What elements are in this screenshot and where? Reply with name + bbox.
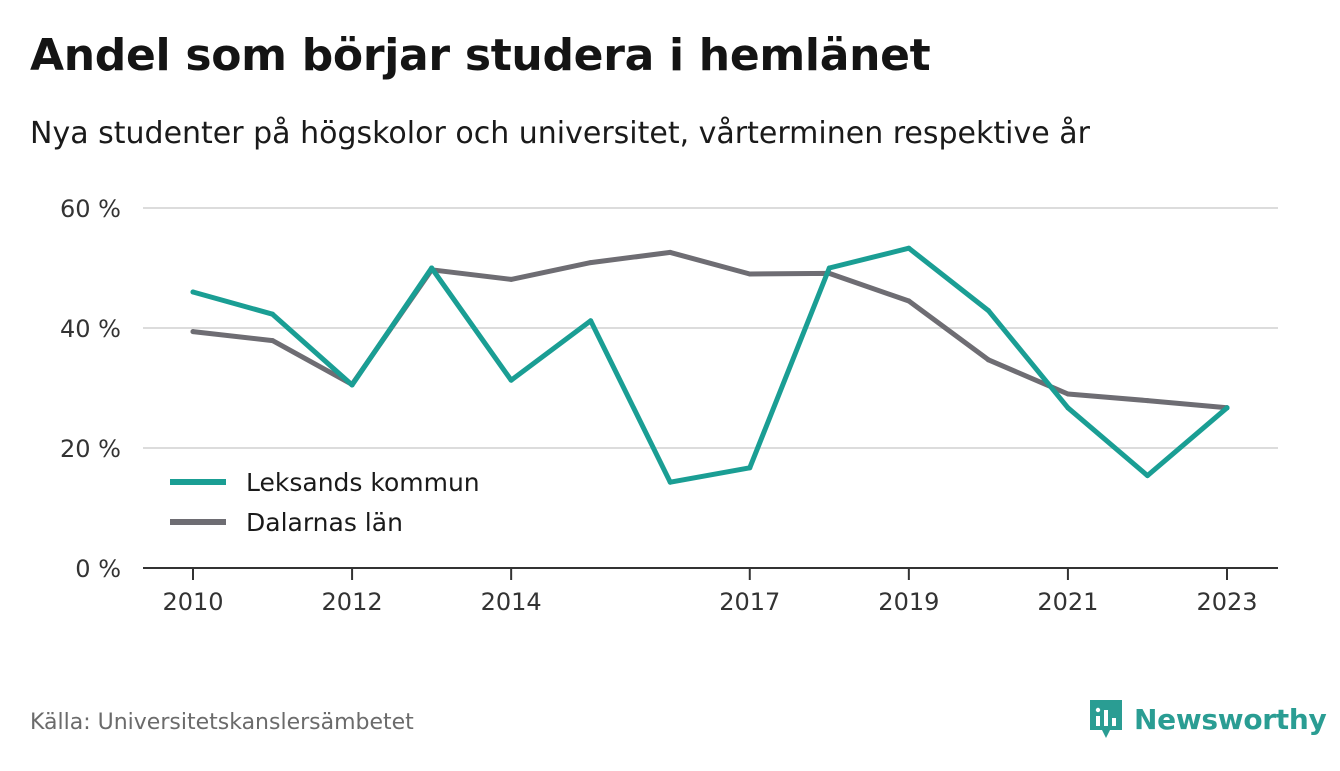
series-line [190, 245, 1230, 485]
data-point [588, 318, 594, 324]
data-point [270, 311, 276, 317]
data-point [1065, 391, 1071, 397]
data-point [747, 271, 753, 277]
x-tick-label: 2012 [322, 588, 383, 616]
y-tick-label: 20 % [60, 435, 121, 463]
legend: Leksands kommun Dalarnas län [170, 468, 480, 537]
brand-name: Newsworthy [1134, 702, 1327, 736]
data-point [747, 465, 753, 471]
x-tick-label: 2019 [878, 588, 939, 616]
data-point [508, 276, 514, 282]
line-chart: 0 % 20 % 40 % 60 % 2010 2012 2014 2017 2019 2021… [60, 195, 1278, 616]
y-tick-label: 40 % [60, 315, 121, 343]
legend-label: Leksands kommun [246, 468, 480, 497]
data-point [906, 298, 912, 304]
data-point [1065, 405, 1071, 411]
y-tick-label: 0 % [75, 555, 121, 583]
data-point [667, 249, 673, 255]
x-tick-label: 2023 [1196, 588, 1257, 616]
x-tick-label: 2014 [481, 588, 542, 616]
x-tick-label: 2017 [719, 588, 780, 616]
data-point [190, 289, 196, 295]
newsworthy-logo: Newsworthy [1088, 698, 1327, 740]
data-point [906, 245, 912, 251]
data-point [508, 377, 514, 383]
newsworthy-icon [1090, 700, 1122, 738]
chart-title: Andel som börjar studera i hemlänet [30, 30, 931, 81]
data-point [270, 338, 276, 344]
data-point [667, 479, 673, 485]
x-axis-ticks: 2010 2012 2014 2017 2019 2021 2023 [162, 568, 1258, 616]
chart-subtitle: Nya studenter på högskolor och universit… [30, 116, 1090, 151]
data-point [985, 357, 991, 363]
y-tick-label: 60 % [60, 195, 121, 223]
data-point [1144, 473, 1150, 479]
gridlines [143, 207, 1278, 449]
data-point [429, 265, 435, 271]
y-axis-ticks: 0 % 20 % 40 % 60 % [60, 195, 121, 583]
x-tick-label: 2010 [162, 588, 223, 616]
x-tick-label: 2021 [1037, 588, 1098, 616]
data-point [1224, 405, 1230, 411]
data-point [826, 265, 832, 271]
source-note: Källa: Universitetskanslersämbetet [30, 710, 414, 735]
data-point [588, 260, 594, 266]
data-point [1144, 398, 1150, 404]
data-point [190, 329, 196, 335]
data-point [349, 382, 355, 388]
legend-label: Dalarnas län [246, 508, 403, 537]
data-point [985, 308, 991, 314]
series-lines [190, 245, 1230, 485]
